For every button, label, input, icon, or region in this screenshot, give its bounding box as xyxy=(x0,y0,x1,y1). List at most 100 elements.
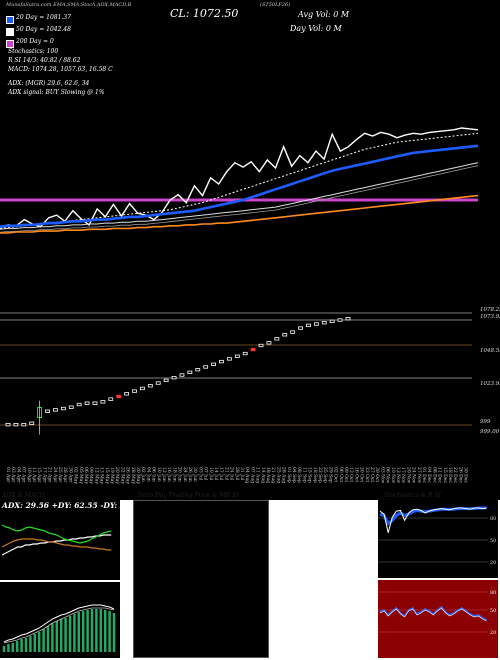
x-tick-label-55: 04 Sep xyxy=(291,467,297,483)
x-tick-label-60: 22 Sep xyxy=(317,467,323,483)
x-tick-label-79: 27 Nov xyxy=(416,467,422,484)
x-tick-label-20: 19 May xyxy=(109,467,115,484)
main-chart-panel xyxy=(0,0,500,500)
x-tick-label-71: 30 Oct xyxy=(374,467,380,482)
candle-32 xyxy=(258,343,264,348)
series-line-1 xyxy=(0,132,479,229)
x-tick-label-19: 15 May xyxy=(104,467,110,484)
x-tick-label-77: 20 Nov xyxy=(405,467,411,484)
x-tick-label-23: 26 May xyxy=(125,467,131,484)
ma50-text: 50 Day = 1042.48 xyxy=(16,26,71,33)
x-tick-label-39: 10 Jul xyxy=(208,467,214,481)
candle-chart: 1078.291073.95 1048.55 1023.95 999 999.00 01 … xyxy=(0,307,500,484)
x-tick-label-84: 15 Dec xyxy=(442,467,448,483)
candle-14 xyxy=(116,394,122,399)
candle-7 xyxy=(60,406,66,411)
candle-22 xyxy=(179,373,185,377)
candle-17 xyxy=(140,386,145,391)
candle-40 xyxy=(321,321,327,325)
price-chart xyxy=(0,127,479,234)
candle-31 xyxy=(250,347,256,352)
macd-line xyxy=(3,604,115,643)
x-tick-label-2: 04 Apr xyxy=(15,467,21,483)
x-tick-label-14: 05 May xyxy=(78,467,84,484)
x-tick-label-45: 31 Jul xyxy=(239,467,245,481)
candle-43 xyxy=(345,317,351,321)
x-tick-label-48: 11 Aug xyxy=(255,467,261,483)
ticker-label: (ST50LF26) xyxy=(260,2,291,8)
x-tick-label-6: 15 Apr xyxy=(36,467,42,483)
ma200-text: 200 Day = 0 xyxy=(16,38,54,45)
rsi-line-overlay xyxy=(379,607,487,622)
series-line-3 xyxy=(0,162,479,230)
series-line-0 xyxy=(0,127,479,229)
x-tick-label-32: 18 Jun xyxy=(171,467,177,482)
x-tick-label-50: 18 Aug xyxy=(265,467,271,483)
x-tick-label-18: 13 May xyxy=(99,467,105,484)
x-tick-label-85: 18 Dec xyxy=(447,467,453,483)
x-tick-label-57: 11 Sep xyxy=(301,467,307,483)
x-tick-label-0: 01 Apr xyxy=(5,467,11,483)
adx-chart xyxy=(1,524,112,556)
x-tick-label-12: 30 Apr xyxy=(67,467,73,483)
candle-9 xyxy=(76,402,82,407)
x-tick-label-9: 24 Apr xyxy=(52,467,58,483)
candle-18 xyxy=(147,384,153,388)
indicators-line: MunafaSutra.com EMA,SMA,Stoch,ADX,MACD,B xyxy=(6,2,132,8)
stoch-level-label-1: 50 xyxy=(490,538,496,544)
x-tick-label-40: 14 Jul xyxy=(213,467,219,481)
x-tick-label-3: 07 Apr xyxy=(21,467,27,483)
macd-chart xyxy=(2,604,116,652)
candle-24 xyxy=(195,367,201,372)
adx-signal-text: ADX signal: BUY Slowing @ 1% xyxy=(8,89,105,96)
adx-values: ADX: 29.56 +DY: 62.55 -DY: 34.01 xyxy=(2,501,144,510)
x-tick-label-16: 09 May xyxy=(88,467,94,484)
x-tick-label-49: 14 Aug xyxy=(260,467,266,483)
candle-10 xyxy=(84,401,90,405)
candle-41 xyxy=(329,319,335,324)
candle-35 xyxy=(282,333,288,337)
x-tick-label-33: 20 Jun xyxy=(177,467,183,482)
stoch-level-label-2: 20 xyxy=(490,560,496,566)
x-tick-label-56: 08 Sep xyxy=(296,467,302,483)
series-line-2 xyxy=(0,144,479,228)
candle-15 xyxy=(124,392,130,396)
stochastics-text: Stochastics: 100 xyxy=(8,48,59,55)
x-tick-label-15: 06 May xyxy=(83,467,89,484)
candle-5 xyxy=(45,409,50,413)
rsi-chart: 80 50 20 xyxy=(378,590,496,636)
adx-macd-title: ADX & MACD xyxy=(2,492,45,499)
plus-di-line xyxy=(1,524,112,544)
x-tick-label-76: 17 Nov xyxy=(400,467,406,484)
ma200-swatch xyxy=(6,40,14,48)
x-tick-label-61: 25 Sep xyxy=(322,467,328,483)
price-label-3: 1023.95 xyxy=(480,381,500,387)
candle-38 xyxy=(306,323,311,328)
x-tick-label-66: 13 Oct xyxy=(348,467,354,482)
adx-text: ADX: (MGR) 29.6, 62.6, 34 xyxy=(8,80,90,87)
x-tick-label-38: 07 Jul xyxy=(203,467,209,481)
x-tick-label-47: 07 Aug xyxy=(249,467,255,483)
x-tick-label-54: 01 Sep xyxy=(286,467,292,483)
ma50-swatch xyxy=(6,28,14,36)
stochastics-chart: 80 50 20 xyxy=(378,506,496,566)
rsi-level-label-1: 50 xyxy=(490,608,496,614)
candle-37 xyxy=(298,326,303,330)
x-tick-label-42: 21 Jul xyxy=(223,467,229,481)
x-tick-label-27: 04 Jun xyxy=(145,467,151,482)
candle-34 xyxy=(274,337,280,341)
x-tick-label-83: 11 Dec xyxy=(437,467,443,483)
x-tick-label-34: 24 Jun xyxy=(182,467,188,482)
x-tick-label-41: 17 Jul xyxy=(218,467,224,481)
x-tick-label-35: 26 Jun xyxy=(187,467,193,482)
x-tick-label-28: 06 Jun xyxy=(151,467,157,482)
x-tick-label-65: 09 Oct xyxy=(343,467,349,482)
series-line-band xyxy=(0,165,479,233)
stoch-k-line xyxy=(379,507,487,533)
x-tick-label-11: 28 Apr xyxy=(62,467,68,483)
macd-signal-line xyxy=(3,607,115,644)
x-tick-label-80: 01 Dec xyxy=(421,467,427,483)
candle-33 xyxy=(266,341,272,345)
price-label-1: 1073.95 xyxy=(480,314,500,320)
x-tick-label-88: 30 Dec xyxy=(463,467,469,483)
